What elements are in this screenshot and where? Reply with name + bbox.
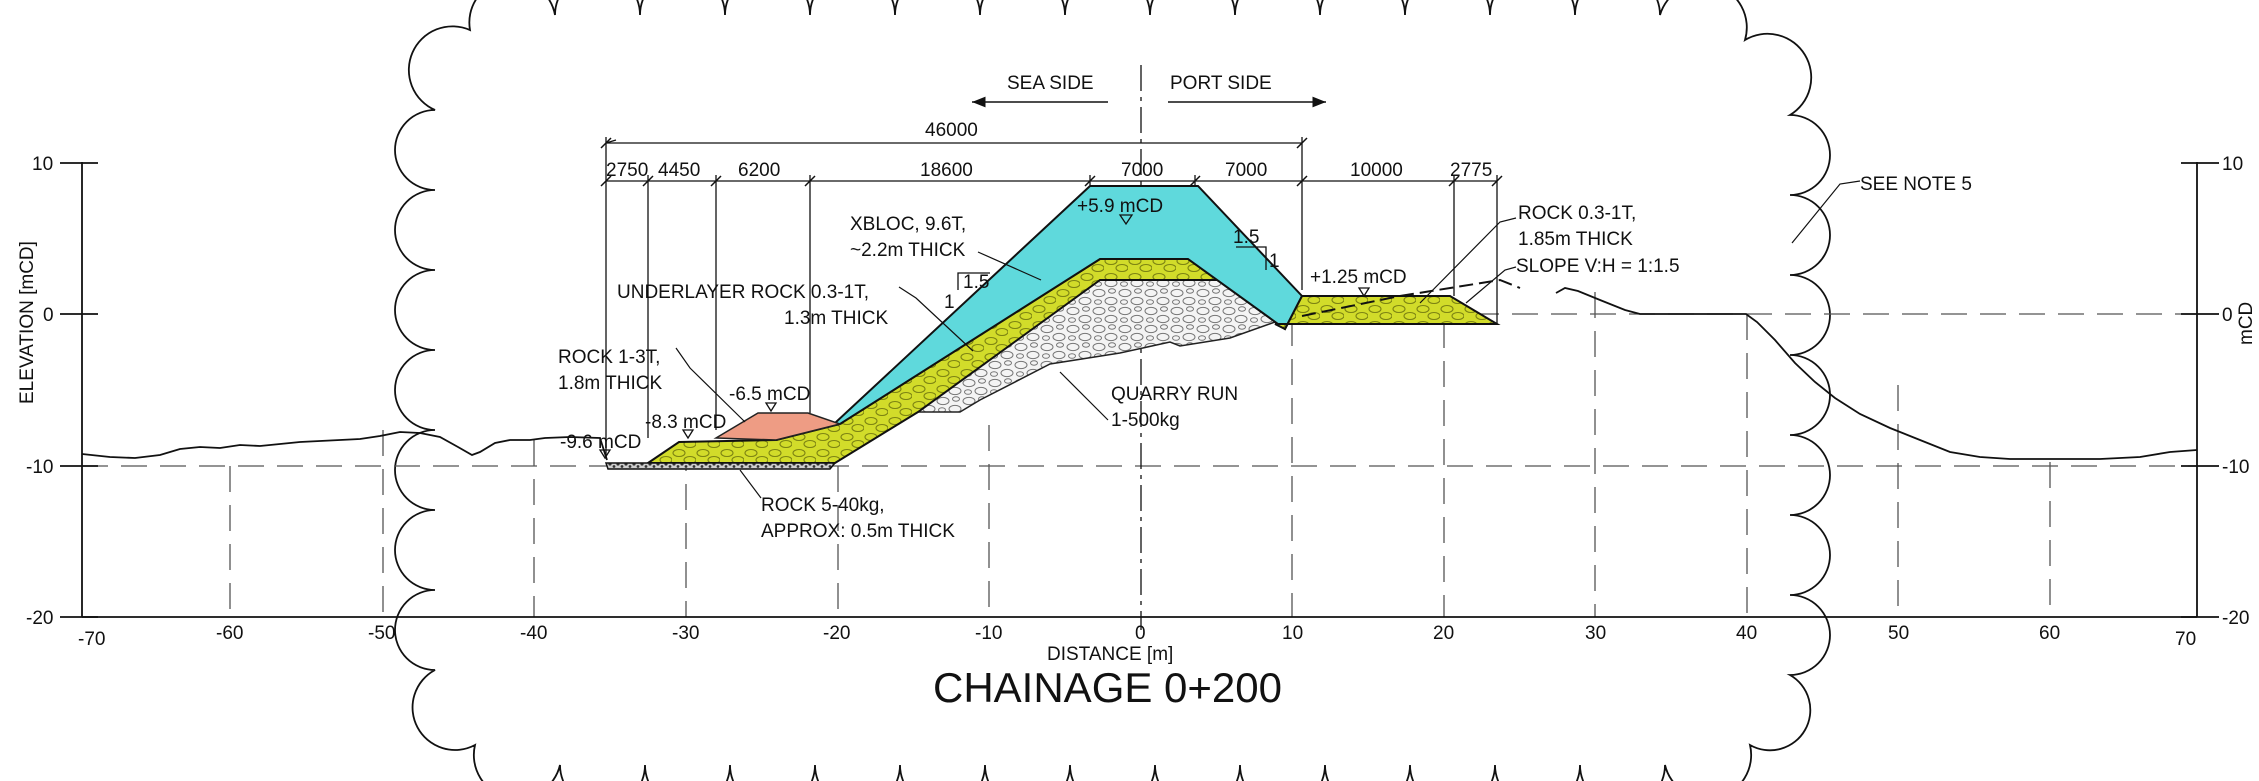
- y-tick-left-0: 0: [43, 305, 54, 326]
- x-tick: -30: [672, 623, 699, 644]
- dim-seg-6: 7000: [1225, 160, 1267, 181]
- dim-seg-7: 10000: [1350, 160, 1403, 181]
- slope-sea-h: 1.5: [963, 272, 989, 293]
- axes-frame: [60, 162, 2219, 618]
- leader-lines: [675, 180, 1861, 499]
- x-tick: -60: [216, 623, 243, 644]
- level-toe-under: -8.3 mCD: [645, 412, 726, 433]
- x-tick: 60: [2039, 623, 2060, 644]
- underlayer-label-1: UNDERLAYER ROCK 0.3-1T,: [617, 282, 869, 303]
- rock-5-40kg-label-1: ROCK 5-40kg,: [761, 495, 885, 516]
- y-tick-right-neg10: -10: [2222, 457, 2249, 478]
- toe-rock-1-3t: [713, 412, 843, 441]
- quarry-run-label-1: QUARRY RUN: [1111, 384, 1238, 405]
- level-port-berm: +1.25 mCD: [1310, 267, 1407, 288]
- revision-cloud: [394, 0, 1831, 781]
- y-tick-right-neg20: -20: [2222, 608, 2249, 629]
- x-tick: 0: [1135, 623, 1146, 644]
- x-tick: 30: [1585, 623, 1606, 644]
- see-note-5-label: SEE NOTE 5: [1860, 174, 1972, 195]
- breakwater-section: [604, 185, 1521, 470]
- drawing-title: CHAINAGE 0+200: [933, 664, 1282, 711]
- dim-seg-3: 6200: [738, 160, 780, 181]
- x-tick: -10: [975, 623, 1002, 644]
- port-side-label: PORT SIDE: [1170, 73, 1272, 94]
- y-tick-left-neg10: -10: [26, 457, 53, 478]
- level-crest: +5.9 mCD: [1077, 196, 1163, 217]
- x-tick: 50: [1888, 623, 1909, 644]
- slope-indicators: [957, 246, 1267, 290]
- sea-side-label: SEA SIDE: [1007, 73, 1094, 94]
- x-tick: -40: [520, 623, 547, 644]
- x-axis-label: DISTANCE [m]: [1047, 644, 1173, 665]
- port-rock-label-2: 1.85m THICK: [1518, 229, 1633, 250]
- x-tick: 10: [1282, 623, 1303, 644]
- slope-port-v: 1: [1269, 251, 1280, 272]
- x-tick: -50: [368, 623, 395, 644]
- x-tick: 40: [1736, 623, 1757, 644]
- y-tick-right-10: 10: [2222, 154, 2243, 175]
- rock-1-3t-label-2: 1.8m THICK: [558, 373, 663, 394]
- dim-seg-8: 2775: [1450, 160, 1492, 181]
- y-axis-label-right: mCD: [2236, 302, 2257, 345]
- level-toe-bed: -9.6 mCD: [560, 432, 641, 453]
- port-rock-label-1: ROCK 0.3-1T,: [1518, 203, 1636, 224]
- rock-5-40kg-label-2: APPROX: 0.5m THICK: [761, 521, 955, 542]
- slope-sea-v: 1: [944, 292, 955, 313]
- port-rock-berm: [1274, 295, 1501, 331]
- xbloc-label-1: XBLOC, 9.6T,: [850, 214, 966, 235]
- dim-seg-4: 18600: [920, 160, 973, 181]
- quarry-run-label-2: 1-500kg: [1111, 410, 1180, 431]
- slope-note-label: SLOPE V:H = 1:1.5: [1516, 256, 1680, 277]
- ground-profile-east: [1555, 287, 2198, 460]
- level-markers: [598, 214, 1371, 460]
- y-tick-right-0: 0: [2222, 305, 2233, 326]
- underlayer-label-2: 1.3m THICK: [784, 308, 889, 329]
- y-axis-label-left: ELEVATION [mCD]: [17, 241, 38, 404]
- dimension-lines: [605, 137, 1498, 455]
- y-tick-left-10: 10: [32, 154, 53, 175]
- x-tick: 20: [1433, 623, 1454, 644]
- slope-port-h: 1.5: [1233, 227, 1259, 248]
- x-tick: 70: [2175, 629, 2196, 650]
- dim-seg-1: 2750: [606, 160, 648, 181]
- text-labels: SEA SIDE PORT SIDE 46000 2750 4450 6200 …: [17, 73, 2257, 711]
- dim-ticks: [600, 137, 1503, 187]
- dim-overall: 46000: [925, 120, 978, 141]
- rock-1-3t-label-1: ROCK 1-3T,: [558, 347, 660, 368]
- dim-seg-2: 4450: [658, 160, 700, 181]
- y-tick-left-neg20: -20: [26, 608, 53, 629]
- level-toe-rock: -6.5 mCD: [729, 384, 810, 405]
- seabed-profile: [81, 431, 608, 461]
- dim-seg-5: 7000: [1121, 160, 1163, 181]
- x-tick: -20: [823, 623, 850, 644]
- xbloc-label-2: ~2.2m THICK: [850, 240, 966, 261]
- x-tick: -70: [78, 629, 105, 650]
- bedding-layer: [604, 462, 837, 470]
